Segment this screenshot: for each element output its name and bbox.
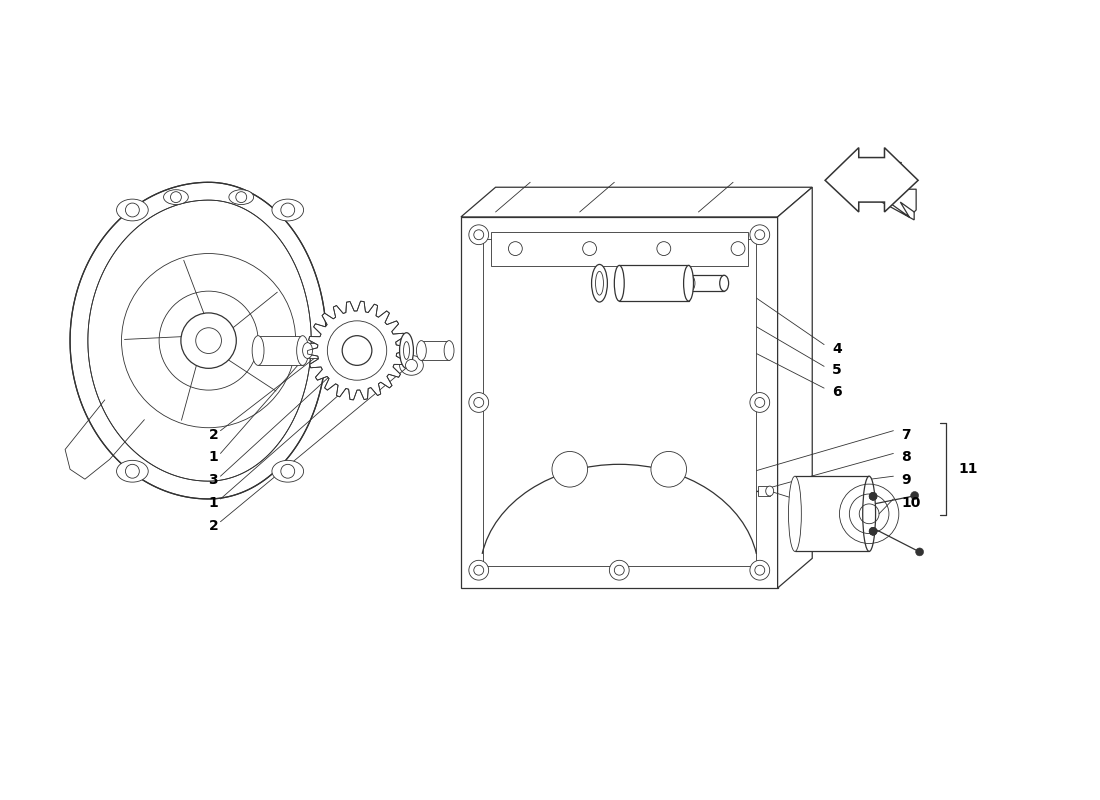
Circle shape — [755, 230, 764, 240]
Polygon shape — [691, 275, 724, 291]
Circle shape — [235, 192, 246, 202]
Circle shape — [170, 192, 182, 202]
Ellipse shape — [404, 342, 409, 359]
Circle shape — [196, 328, 221, 354]
Ellipse shape — [789, 476, 802, 551]
Circle shape — [474, 230, 484, 240]
Polygon shape — [308, 301, 407, 400]
Circle shape — [755, 566, 764, 575]
Polygon shape — [483, 238, 756, 566]
Polygon shape — [88, 200, 311, 481]
Circle shape — [869, 527, 877, 535]
Circle shape — [755, 398, 764, 407]
Ellipse shape — [686, 275, 695, 291]
Circle shape — [732, 242, 745, 255]
Circle shape — [609, 560, 629, 580]
Ellipse shape — [614, 266, 624, 301]
Ellipse shape — [399, 333, 414, 368]
Circle shape — [583, 242, 596, 255]
Polygon shape — [461, 187, 812, 217]
Polygon shape — [491, 232, 748, 266]
Circle shape — [750, 393, 770, 412]
Ellipse shape — [272, 199, 304, 221]
Polygon shape — [619, 266, 689, 301]
Circle shape — [474, 398, 484, 407]
Polygon shape — [308, 342, 358, 358]
Ellipse shape — [683, 266, 693, 301]
Polygon shape — [421, 341, 449, 361]
Ellipse shape — [117, 199, 148, 221]
Text: 6: 6 — [832, 385, 842, 399]
Ellipse shape — [352, 342, 362, 358]
Text: 10: 10 — [901, 496, 921, 510]
Circle shape — [911, 491, 918, 499]
Text: 1: 1 — [209, 496, 218, 510]
Ellipse shape — [444, 341, 454, 361]
Circle shape — [125, 464, 140, 478]
Polygon shape — [758, 486, 770, 496]
Circle shape — [469, 393, 488, 412]
Text: 9: 9 — [901, 473, 911, 487]
Circle shape — [750, 225, 770, 245]
Circle shape — [552, 451, 587, 487]
Polygon shape — [70, 182, 327, 499]
Ellipse shape — [229, 190, 254, 205]
Text: 11: 11 — [959, 462, 978, 476]
Circle shape — [125, 203, 140, 217]
Circle shape — [469, 560, 488, 580]
Circle shape — [614, 566, 624, 575]
Text: 5: 5 — [832, 363, 842, 378]
Ellipse shape — [297, 336, 308, 366]
Ellipse shape — [272, 460, 304, 482]
Circle shape — [915, 548, 924, 556]
Circle shape — [869, 527, 877, 535]
Text: 1: 1 — [209, 450, 218, 464]
Ellipse shape — [862, 476, 876, 551]
Ellipse shape — [719, 275, 728, 291]
Ellipse shape — [164, 190, 188, 205]
Text: 7: 7 — [901, 428, 911, 442]
Ellipse shape — [302, 342, 312, 358]
Circle shape — [469, 225, 488, 245]
Ellipse shape — [766, 486, 773, 496]
Polygon shape — [258, 336, 303, 366]
Circle shape — [328, 321, 387, 380]
Circle shape — [406, 359, 417, 371]
Ellipse shape — [417, 341, 427, 361]
Polygon shape — [461, 217, 778, 588]
Circle shape — [474, 566, 484, 575]
Text: 2: 2 — [209, 518, 218, 533]
Circle shape — [180, 313, 236, 368]
Circle shape — [342, 336, 372, 366]
Ellipse shape — [592, 265, 607, 302]
Text: 4: 4 — [832, 342, 842, 355]
Ellipse shape — [117, 460, 148, 482]
Circle shape — [280, 464, 295, 478]
Polygon shape — [859, 165, 914, 220]
Circle shape — [651, 451, 686, 487]
Text: 8: 8 — [901, 450, 911, 464]
Circle shape — [280, 203, 295, 217]
Text: 3: 3 — [209, 473, 218, 487]
Circle shape — [657, 242, 671, 255]
Polygon shape — [795, 476, 869, 551]
Ellipse shape — [252, 336, 264, 366]
Polygon shape — [778, 187, 812, 588]
Circle shape — [750, 560, 770, 580]
Circle shape — [869, 492, 877, 500]
Text: 2: 2 — [209, 428, 218, 442]
Ellipse shape — [595, 271, 604, 295]
Polygon shape — [825, 148, 918, 212]
Circle shape — [508, 242, 522, 255]
Circle shape — [869, 492, 877, 500]
